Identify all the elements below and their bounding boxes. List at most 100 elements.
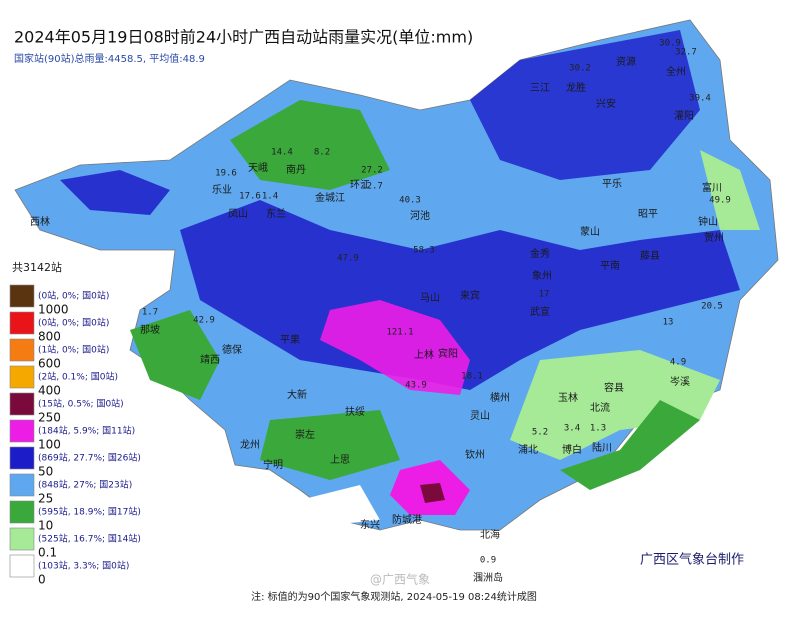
rain-value: 12.7 [361,182,383,192]
rain-value: 30.2 [569,64,591,74]
legend-swatch [9,284,35,308]
legend-threshold: 800 [38,330,61,344]
rain-value: 1.3 [590,424,606,434]
rain-value: 30.9 [659,39,681,49]
legend-swatch [9,311,35,335]
legend-note: (525站, 16.7%; 国14站) [38,533,141,545]
legend-threshold: 50 [38,465,53,479]
place-name: 灵山 [470,410,490,422]
title: 2024年05月19日08时前24小时广西自动站雨量实况(单位:mm) [14,28,473,47]
rain-value: 1.7 [142,308,158,318]
place-name: 上林 [414,348,434,361]
place-name: 钟山 [698,215,718,228]
place-name: 西林 [30,215,50,228]
place-name: 扶绥 [345,405,365,418]
place-name: 岑溪 [670,376,690,388]
place-name: 横州 [490,391,510,404]
footer: 注: 标值的为90个国家气象观测站, 2024-05-19 08:24统计成图 [251,590,537,603]
place-name: 贺州 [704,232,724,244]
place-name: 武宣 [530,305,550,318]
rain-value: 19.6 [215,169,237,179]
place-name: 环江 [350,179,370,191]
rain-value: 20.5 [701,302,723,312]
credit: 广西区气象台制作 [640,552,744,568]
place-name: 大新 [287,388,307,401]
legend-threshold: 600 [38,357,61,371]
watermark: @广西气象 [370,572,430,587]
place-name: 东兰 [266,207,286,220]
place-name: 灌阳 [674,110,694,122]
place-name: 来宾 [460,289,480,302]
legend-note: (869站, 27.7%; 国26站) [38,452,141,464]
rain-value: 4.9 [670,358,686,368]
legend-total: 共3142站 [12,260,62,274]
legend-threshold: 25 [38,492,53,506]
place-name: 钦州 [465,449,485,461]
legend-swatch [9,338,35,362]
rain-value: 5.2 [532,428,548,438]
place-name: 靖西 [200,353,220,366]
place-name: 凤山 [228,208,248,220]
legend-note: (1站, 0%; 国0站) [38,344,109,356]
place-name: 涠洲岛 [473,571,503,584]
legend-swatch [9,473,35,497]
place-name: 平南 [600,259,620,272]
legend-note: (184站, 5.9%; 国11站) [38,425,135,437]
place-name: 容县 [604,381,624,394]
place-name: 防城港 [392,513,422,526]
rain-value: 39.4 [689,94,711,104]
legend-threshold: 250 [38,411,61,425]
rain-value: 121.1 [386,328,413,338]
place-name: 象州 [532,270,552,282]
place-name: 平果 [280,334,300,346]
place-name: 北流 [590,401,610,414]
legend-swatch [9,419,35,443]
rain-value: 49.9 [709,196,731,206]
legend-note: (103站, 3.3%; 国0站) [38,560,129,572]
place-name: 东兴 [360,518,380,531]
place-name: 乐业 [212,184,232,196]
place-name: 河池 [410,209,430,222]
place-name: 龙胜 [566,81,586,94]
place-name: 陆川 [592,441,612,454]
rain-value: 3.4 [564,424,580,434]
rain-value: 27.2 [361,166,383,176]
legend-swatch [9,554,35,578]
legend-note: (0站, 0%; 国0站) [38,290,109,302]
legend-note: (595站, 18.9%; 国17站) [38,506,141,518]
legend-threshold: 0 [38,573,46,587]
rain-value: 1.4 [262,192,278,202]
place-name: 天峨 [248,162,268,174]
legend-threshold: 0.1 [38,546,57,560]
place-name: 宾阳 [438,347,458,360]
place-name: 龙州 [240,438,260,451]
rain-value: 42.9 [193,316,215,326]
place-name: 博白 [562,443,582,456]
rain-value: 58.3 [413,246,435,256]
place-name: 崇左 [295,428,315,441]
legend-note: (848站, 27%; 国23站) [38,479,132,491]
place-name: 昭平 [638,208,658,220]
place-name: 资源 [616,55,636,68]
legend-note: (0站, 0%; 国0站) [38,317,109,329]
place-name: 浦北 [518,443,538,456]
rain-value: 32.7 [675,48,697,58]
place-name: 兴安 [596,97,616,110]
place-name: 南丹 [286,163,306,176]
rain-value: 0.9 [480,556,496,566]
legend-threshold: 100 [38,438,61,452]
place-name: 三江 [530,82,550,94]
place-name: 宁明 [263,458,283,471]
legend-swatch [9,365,35,389]
place-name: 上思 [330,454,350,466]
legend-note: (2站, 0.1%; 国0站) [38,371,118,383]
legend-threshold: 400 [38,384,61,398]
rain-value: 17.6 [239,192,261,202]
place-name: 全州 [666,65,686,78]
map-shapes [14,19,779,531]
legend-swatch [9,392,35,416]
legend-note: (15站, 0.5%; 国0站) [38,398,124,410]
rain-value: 17 [539,290,550,300]
